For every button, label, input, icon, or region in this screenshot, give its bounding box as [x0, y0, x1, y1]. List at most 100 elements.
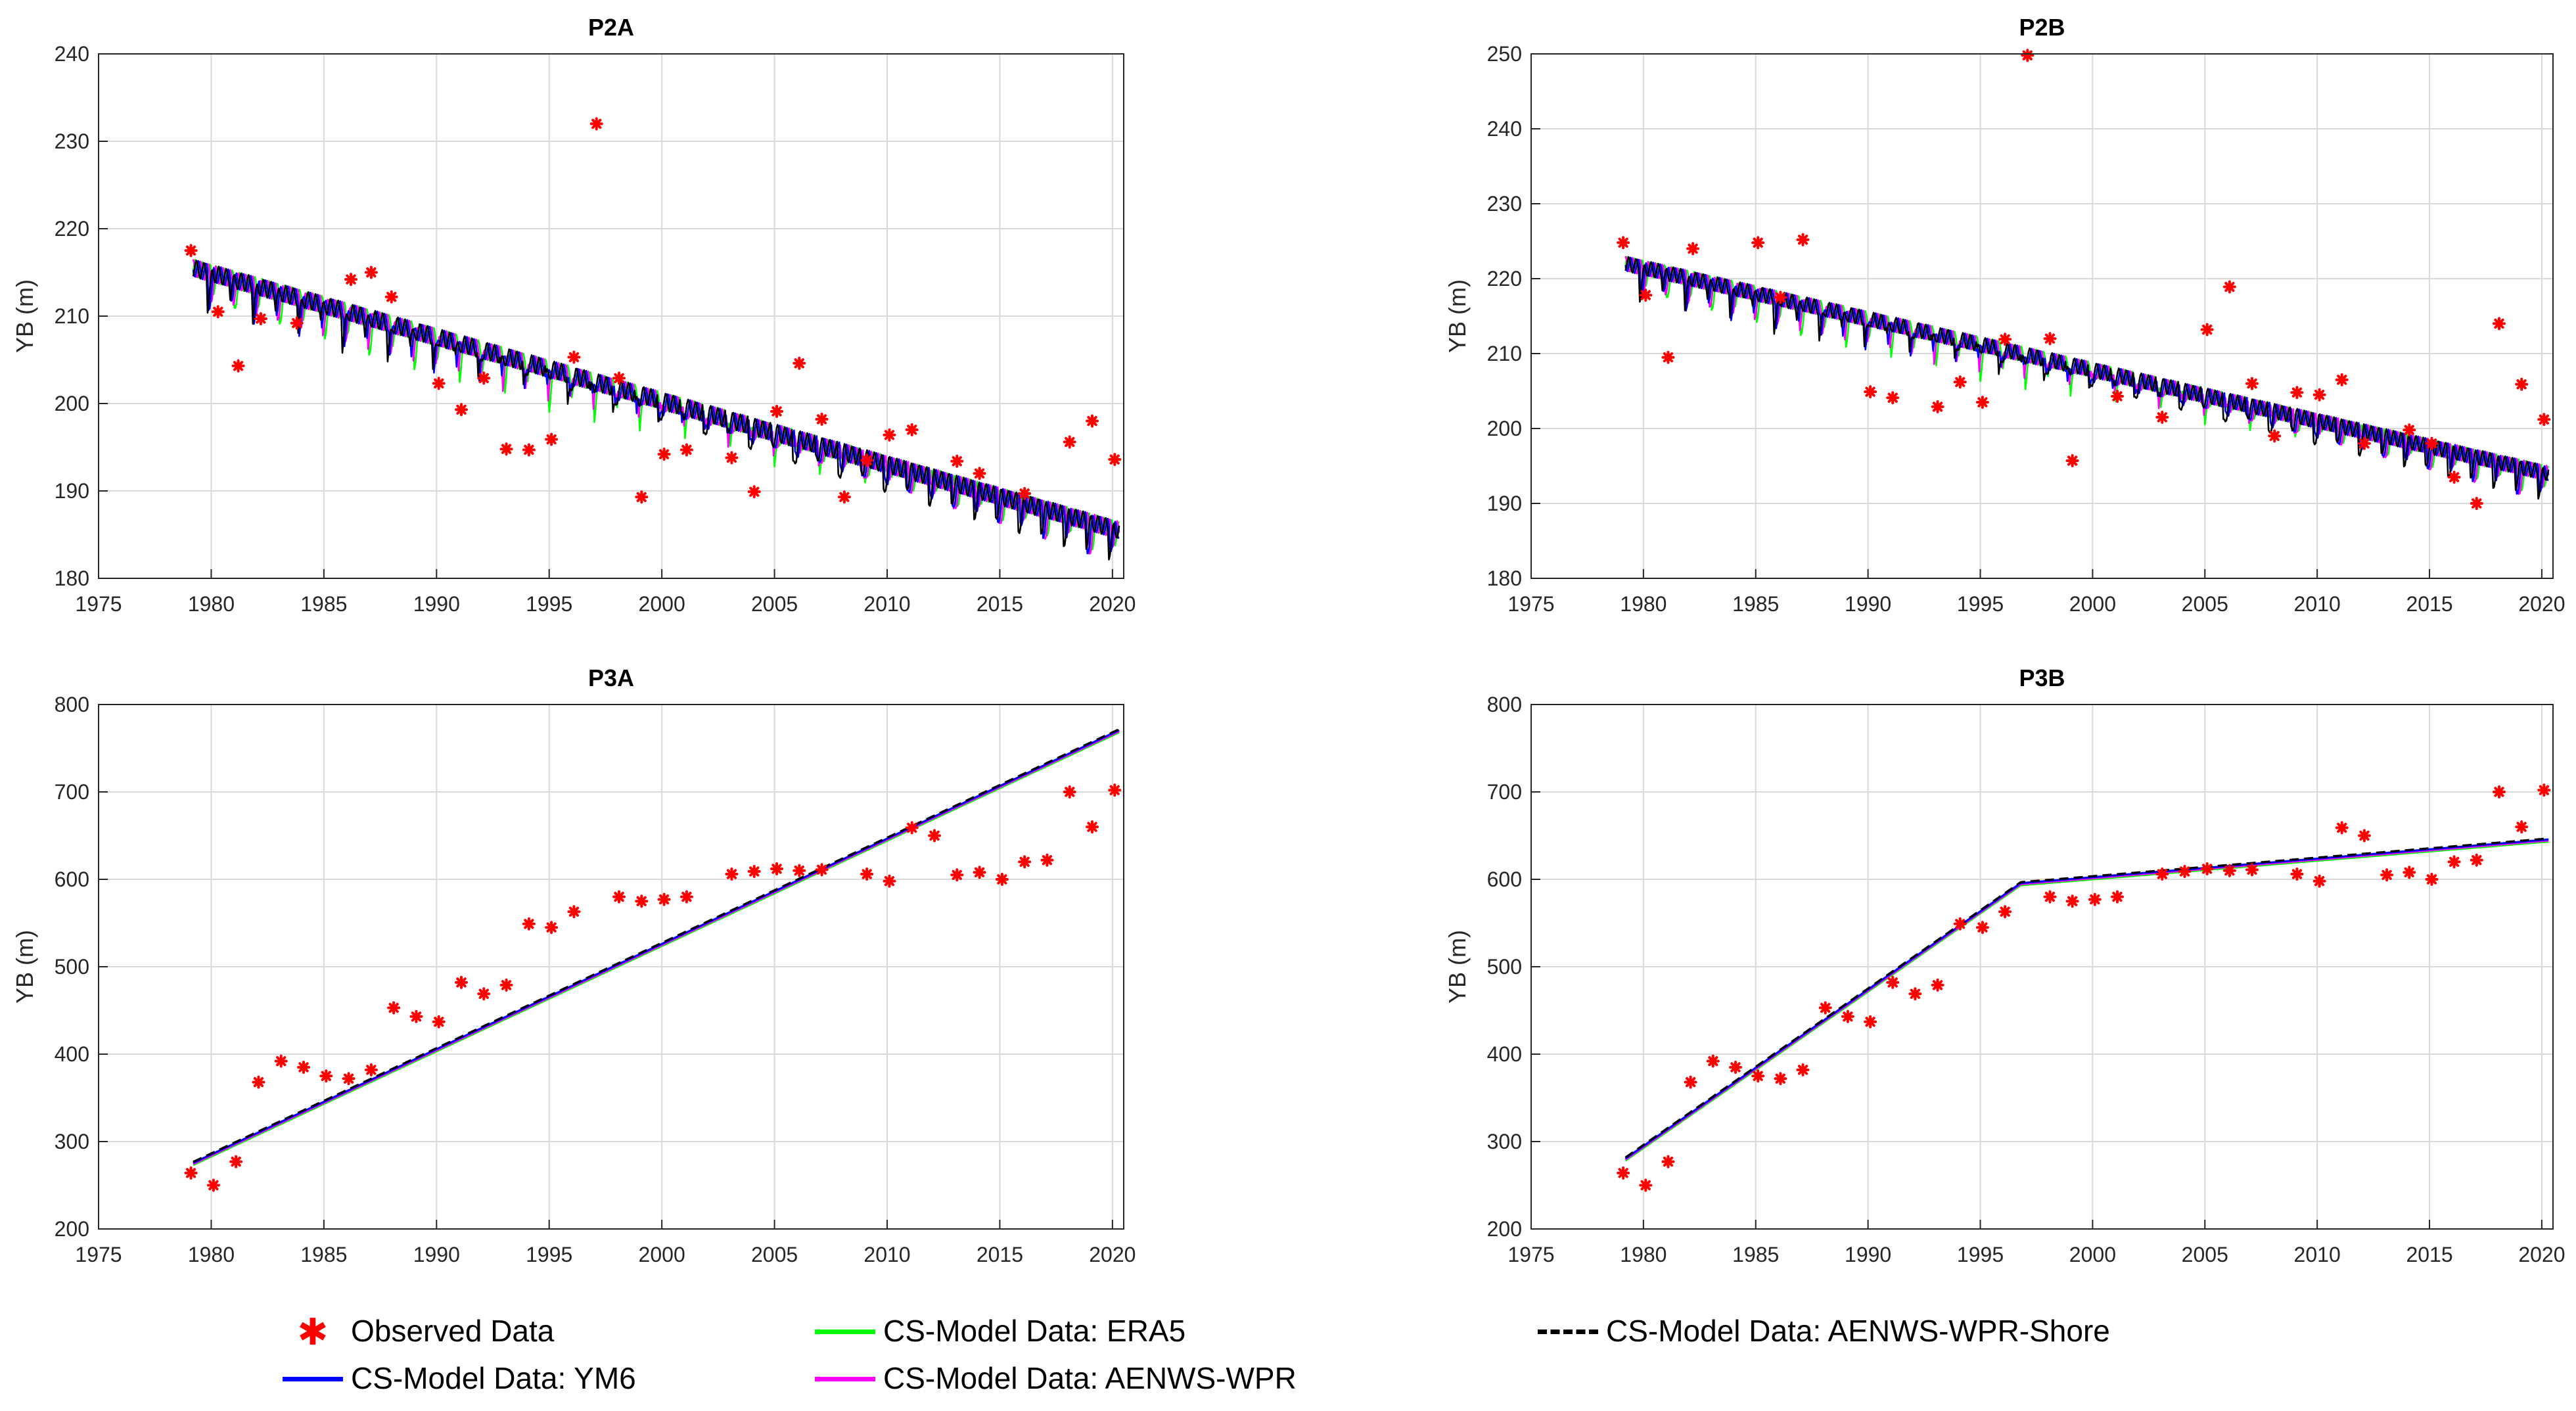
observed-point: [455, 975, 468, 989]
observed-point: [499, 442, 513, 456]
observed-point: [657, 892, 671, 906]
observed-point: [1751, 236, 1765, 250]
observed-point: [1886, 391, 1900, 405]
observed-point: [2537, 413, 2551, 427]
observed-point: [1617, 236, 1630, 250]
observed-point: [1864, 1015, 1877, 1029]
observed-point: [2515, 820, 2529, 834]
observed-point: [184, 1166, 198, 1180]
observed-point: [2043, 890, 2057, 904]
y-tick-label: 600: [55, 867, 89, 891]
observed-point: [1639, 289, 1653, 302]
observed-point: [1108, 453, 1122, 467]
observed-point: [567, 350, 581, 364]
observed-point: [770, 405, 783, 418]
observed-point: [1796, 1063, 1810, 1076]
observed-point: [2088, 892, 2102, 906]
x-tick-label: 1995: [1957, 592, 2004, 616]
observed-point: [725, 451, 739, 465]
observed-point: [211, 305, 225, 319]
observed-point: [2290, 386, 2304, 400]
x-tick-label: 1985: [300, 1243, 347, 1266]
observed-point: [883, 428, 896, 442]
axes-frame: [98, 704, 1124, 1230]
observed-point: [725, 867, 739, 881]
observed-point: [1018, 855, 1032, 869]
axes-frame: [98, 53, 1124, 579]
observed-point: [1063, 785, 1076, 798]
y-tick-label: 190: [1487, 492, 1522, 515]
observed-point: [1864, 385, 1877, 399]
observed-point: [2222, 864, 2236, 877]
y-tick-label: 240: [1487, 117, 1522, 141]
era5-line-icon: [815, 1318, 875, 1344]
y-tick-label: 700: [1487, 780, 1522, 804]
observed-point: [2493, 317, 2506, 331]
observed-marker-icon: ✱: [297, 1311, 329, 1353]
observed-point: [254, 312, 267, 325]
chart-title: P3A: [588, 664, 634, 691]
observed-point: [815, 412, 829, 426]
observed-point: [409, 1009, 423, 1023]
chart-title: P2A: [588, 14, 634, 41]
x-tick-label: 2020: [1089, 592, 1136, 616]
observed-point: [1953, 917, 1967, 931]
observed-point: [184, 244, 198, 258]
y-tick-label: 200: [55, 1217, 89, 1241]
x-tick-label: 2015: [977, 592, 1023, 616]
y-tick-label: 230: [55, 129, 89, 153]
y-tick-label: 210: [1487, 342, 1522, 365]
legend-label-aenws: CS-Model Data: AENWS-WPR: [883, 1361, 1297, 1395]
x-tick-label: 2015: [977, 1243, 1023, 1266]
x-tick-label: 1975: [75, 592, 122, 616]
legend-item-aenws: CS-Model Data: AENWS-WPR: [815, 1355, 1297, 1401]
x-tick-label: 1990: [1845, 592, 1891, 616]
observed-point: [387, 1001, 401, 1015]
observed-point: [657, 448, 671, 461]
observed-point: [2065, 894, 2079, 908]
observed-point: [612, 371, 626, 385]
observed-point: [837, 490, 851, 504]
axes-frame: [1530, 53, 2554, 579]
observed-point: [950, 868, 964, 882]
y-tick-label: 240: [55, 42, 89, 66]
observed-point: [2268, 429, 2282, 443]
observed-point: [2222, 280, 2236, 294]
observed-point: [252, 1075, 265, 1089]
legend-label-shore: CS-Model Data: AENWS-WPR-Shore: [1606, 1314, 2110, 1348]
observed-point: [2425, 436, 2439, 450]
observed-point: [815, 863, 829, 877]
observed-point: [1684, 1075, 1697, 1089]
observed-point: [2245, 863, 2259, 877]
observed-point: [364, 266, 378, 279]
x-tick-label: 1980: [1620, 592, 1667, 616]
observed-point: [1661, 1155, 1675, 1168]
observed-point: [679, 890, 693, 904]
observed-point: [589, 117, 603, 131]
observed-point: [2290, 867, 2304, 881]
y-tick-label: 220: [55, 217, 89, 241]
observed-point: [2357, 436, 2371, 450]
x-tick-label: 2015: [2406, 592, 2452, 616]
y-tick-label: 230: [1487, 192, 1522, 216]
observed-point: [2178, 865, 2192, 878]
observed-point: [2312, 388, 2326, 402]
observed-point: [2111, 390, 2124, 403]
observed-point: [950, 454, 964, 468]
observed-point: [477, 987, 491, 1001]
observed-point: [274, 1054, 288, 1068]
observed-point: [2470, 853, 2483, 867]
observed-point: [231, 359, 245, 373]
observed-point: [1931, 978, 1944, 992]
observed-point: [1706, 1054, 1720, 1068]
observed-point: [747, 865, 761, 878]
x-tick-label: 1990: [413, 1243, 460, 1266]
y-tick-label: 700: [55, 780, 89, 804]
x-tick-label: 1980: [188, 1243, 235, 1266]
x-tick-label: 1990: [1845, 1243, 1891, 1266]
observed-point: [883, 874, 896, 888]
series-cs-model-data-aenws-wpr-shore: [1624, 837, 2549, 1159]
observed-point: [1998, 905, 2012, 919]
series-cs-model-data-aenws-wpr: [1624, 256, 2550, 496]
observed-point: [297, 1061, 310, 1074]
